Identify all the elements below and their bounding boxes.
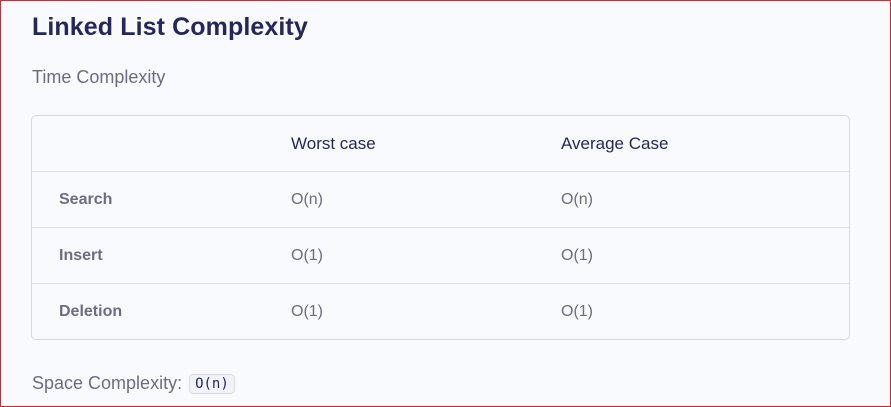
table-row: Insert O(1) O(1) bbox=[32, 227, 849, 284]
space-complexity-line: Space Complexity: O(n) bbox=[32, 373, 235, 394]
page-title: Linked List Complexity bbox=[32, 13, 308, 41]
space-complexity-value: O(n) bbox=[189, 373, 235, 394]
time-complexity-label: Time Complexity bbox=[32, 67, 166, 87]
search-worst-case: O(n) bbox=[291, 171, 561, 228]
table-header-row: Worst case Average Case bbox=[32, 116, 849, 172]
column-header-average-case: Average Case bbox=[561, 133, 669, 153]
table-row: Deletion O(1) O(1) bbox=[32, 283, 849, 339]
insert-worst-case: O(1) bbox=[291, 227, 561, 284]
insert-average-case: O(1) bbox=[561, 227, 849, 284]
space-complexity-label: Space Complexity: bbox=[32, 373, 183, 393]
deletion-worst-case: O(1) bbox=[291, 283, 561, 339]
complexity-table: Worst case Average Case Search O(n) O(n)… bbox=[31, 115, 850, 340]
row-label-deletion: Deletion bbox=[32, 283, 291, 339]
column-header-empty bbox=[32, 116, 291, 172]
table-row: Search O(n) O(n) bbox=[32, 171, 849, 228]
row-label-search: Search bbox=[32, 171, 291, 228]
row-label-insert: Insert bbox=[32, 227, 291, 284]
deletion-average-case: O(1) bbox=[561, 283, 849, 339]
column-header-worst-case: Worst case bbox=[291, 133, 376, 153]
search-average-case: O(n) bbox=[561, 171, 849, 228]
